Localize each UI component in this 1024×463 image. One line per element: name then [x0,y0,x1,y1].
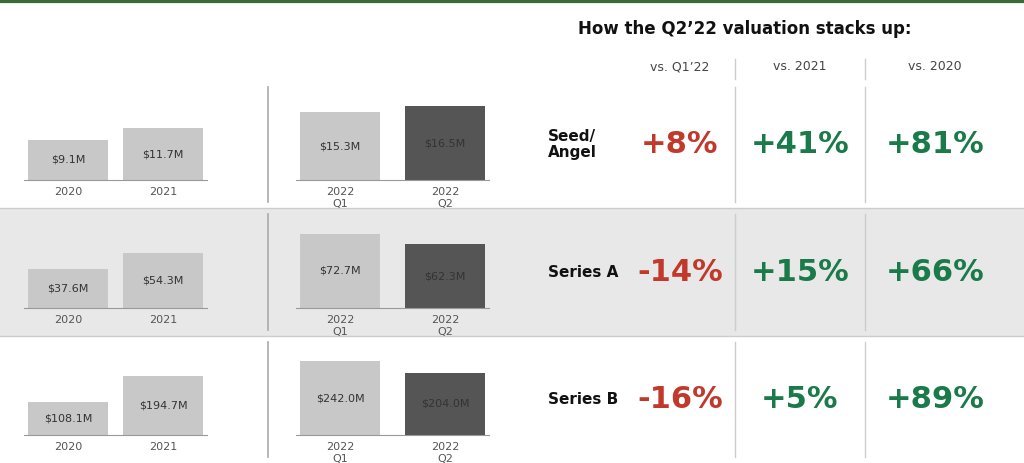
Bar [123,252,203,307]
Text: 2020: 2020 [54,442,82,452]
Text: 2021: 2021 [148,188,177,197]
Text: $194.7M: $194.7M [138,400,187,410]
Text: $62.3M: $62.3M [424,271,466,281]
Text: -14%: -14% [637,257,723,287]
Text: +15%: +15% [751,257,849,287]
Bar [0,208,1024,336]
Text: +41%: +41% [751,130,849,159]
Text: Seed/: Seed/ [548,129,596,144]
Text: 2022: 2022 [326,442,354,452]
Text: 2020: 2020 [54,188,82,197]
Text: $54.3M: $54.3M [142,275,183,285]
Bar [406,244,485,307]
Bar [28,269,108,307]
Bar [406,373,485,435]
Text: $9.1M: $9.1M [51,155,85,165]
Text: Q1: Q1 [332,454,348,463]
Text: Angel: Angel [548,145,597,160]
Text: 2022: 2022 [326,188,354,197]
Bar [123,128,203,180]
Text: Series A: Series A [548,264,618,280]
Text: How the Q2’22 valuation stacks up:: How the Q2’22 valuation stacks up: [578,19,911,38]
Text: +89%: +89% [886,385,984,414]
Bar [300,112,380,180]
Bar [406,106,485,180]
Text: +66%: +66% [886,257,984,287]
Text: $72.7M: $72.7M [319,266,360,276]
Text: $11.7M: $11.7M [142,149,183,159]
Text: $16.5M: $16.5M [424,138,466,149]
Text: Q2: Q2 [437,327,453,337]
Text: +8%: +8% [641,130,719,159]
Text: 2022: 2022 [431,442,459,452]
Text: -16%: -16% [637,385,723,414]
Bar [28,140,108,180]
Text: Q1: Q1 [332,327,348,337]
Text: 2020: 2020 [54,315,82,325]
Text: Series B: Series B [548,392,618,407]
Text: +5%: +5% [761,385,839,414]
Bar [123,375,203,435]
Bar [0,81,1024,208]
Text: vs. Q1’22: vs. Q1’22 [650,60,710,73]
Text: 2022: 2022 [431,315,459,325]
Text: $242.0M: $242.0M [315,393,365,403]
Text: $204.0M: $204.0M [421,399,469,409]
Text: 2021: 2021 [148,442,177,452]
Bar [28,402,108,435]
Bar [300,361,380,435]
Text: 2022: 2022 [326,315,354,325]
Text: +81%: +81% [886,130,984,159]
Text: Q1: Q1 [332,200,348,209]
Text: $37.6M: $37.6M [47,283,89,294]
Text: Q2: Q2 [437,454,453,463]
Text: vs. 2020: vs. 2020 [908,60,962,73]
Text: Q2: Q2 [437,200,453,209]
Text: $108.1M: $108.1M [44,413,92,424]
Text: 2021: 2021 [148,315,177,325]
Text: vs. 2021: vs. 2021 [773,60,826,73]
Text: 2022: 2022 [431,188,459,197]
Bar [0,336,1024,463]
Bar [300,234,380,307]
Text: $15.3M: $15.3M [319,141,360,151]
